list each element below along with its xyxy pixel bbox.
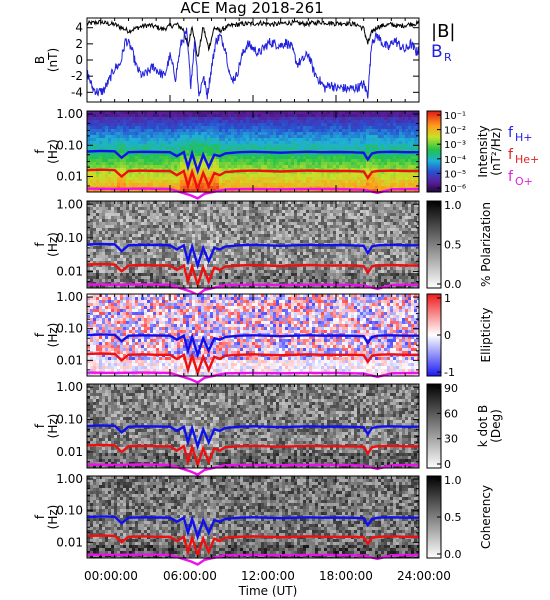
y-axis-title: f [33,242,47,247]
overlay-legend-sub: H+ [515,131,533,144]
x-tick-label: 12:00:00 [241,569,295,583]
x-axis-labels: 00:00:00 06:00:00 12:00:00 18:00:00 24:0… [84,569,451,598]
panel-frame [86,17,420,103]
series-line-BR [86,27,420,100]
colorbar-tick-label: 1.0 [444,199,462,212]
x-tick-label: 18:00:00 [319,569,373,583]
overlay-line-fH+ [86,242,419,270]
y-axis-unit: (Hz) [46,323,60,348]
overlay-legend-label: f [508,125,514,141]
spectrogram-image [87,294,419,376]
y-tick-label: 0.01 [56,264,83,278]
y-tick-label: 0.10 [56,504,83,518]
series-line-|B| [86,18,420,57]
overlay-line-fH+ [86,514,419,541]
colorbar-tick-label: 0.5 [444,511,462,524]
legend-label: |B| [431,21,455,42]
colorbar-tick-label: 1 [444,292,451,305]
colorbar-unit: (Deg) [489,409,503,443]
colorbar-tick-label: 10⁻² [444,126,466,137]
colorbar-title: % Polarization [479,202,493,287]
y-tick-label: 1.00 [56,107,83,121]
y-axis-unit: (Hz) [46,505,60,530]
y-tick-label: 0 [75,53,83,67]
y-tick-label: -4 [71,85,83,99]
x-axis-title: Time (UT) [238,584,298,598]
overlay-line-fH+ [86,423,419,451]
colorbar-title: Ellipticity [479,308,493,363]
x-tick-label: 06:00:00 [163,569,217,583]
overlay-legend-label: f [508,169,514,185]
y-tick-label: 1.00 [56,472,83,486]
y-axis-title: f [33,514,47,519]
colorbar-tick-label: 10⁻⁵ [444,169,466,180]
colorbar-title: k dot B [476,405,490,447]
overlay-legend-sub: O+ [515,175,533,188]
overlay-line-fHe+ [86,167,419,193]
colorbar-title: Intensity [476,125,490,177]
colorbar-tick-label: 0 [444,329,451,342]
y-tick-label: 1.00 [56,290,83,304]
colorbar-tick-label: -1 [444,366,455,379]
colorbar-tick-label: 60 [444,407,458,420]
y-tick-label: 4 [75,21,83,35]
colorbar-tick-label: 30 [444,433,458,446]
y-axis-unit: (nT) [46,48,60,72]
y-tick-label: 0.01 [56,535,83,549]
colorbar-tick-label: 10⁻³ [444,140,466,151]
overlay-legend-label: f [508,147,514,163]
colorbar-tick-label: 10⁻⁶ [444,184,466,195]
overlay-line-fHe+ [86,533,419,559]
colorbar-tick-label: 0.0 [444,548,462,561]
y-axis-title: f [33,332,47,337]
y-tick-label: 1.00 [56,197,83,211]
overlay-line-fH+ [86,149,419,175]
y-axis-title: f [33,149,47,154]
y-axis-unit: (Hz) [46,139,60,164]
colorbar-tick-label: 0.5 [444,239,462,252]
overlay-line-fHe+ [86,262,419,289]
legend-label: B [431,42,443,62]
y-tick-label: 2 [75,37,83,51]
y-tick-label: 0.01 [56,445,83,459]
colorbar-title: Coherency [479,485,493,549]
overlay-legend-sub: He+ [515,153,539,166]
overlay-line-fO+ [86,283,420,297]
y-tick-label: -2 [71,69,83,83]
y-tick-label: 0.01 [56,170,83,184]
legend-label-sub: R [444,51,452,64]
colorbar-tick-label: 0 [444,458,451,471]
y-tick-label: 0.10 [56,138,83,152]
colorbar-tick-label: 90 [444,382,458,395]
chart-title: ACE Mag 2018-261 [180,0,323,17]
colorbar-tick-label: 10⁻⁴ [444,155,466,166]
y-tick-label: 0.10 [56,413,83,427]
y-tick-label: 0.01 [56,353,83,367]
overlay-line-fHe+ [86,443,419,469]
colorbar-tick-label: 0.0 [444,278,462,291]
y-axis-title: f [33,423,47,428]
y-tick-label: 1.00 [56,380,83,394]
x-tick-label: 24:00:00 [397,569,451,583]
overlay-line-fH+ [86,332,419,359]
y-axis-unit: (Hz) [46,232,60,257]
y-axis-title: B [33,56,47,64]
colorbar-tick-label: 1.0 [444,474,462,487]
colorbar-tick-label: 10⁻¹ [444,111,466,122]
y-tick-label: 0.10 [56,231,83,245]
colorbar-unit: (nT²/Hz) [489,127,503,175]
x-tick-label: 00:00:00 [84,569,138,583]
y-tick-label: 0.10 [56,322,83,336]
overlay-line-fHe+ [86,351,419,377]
colorbar [426,383,442,469]
y-axis-unit: (Hz) [46,414,60,439]
colorbar [426,110,442,193]
